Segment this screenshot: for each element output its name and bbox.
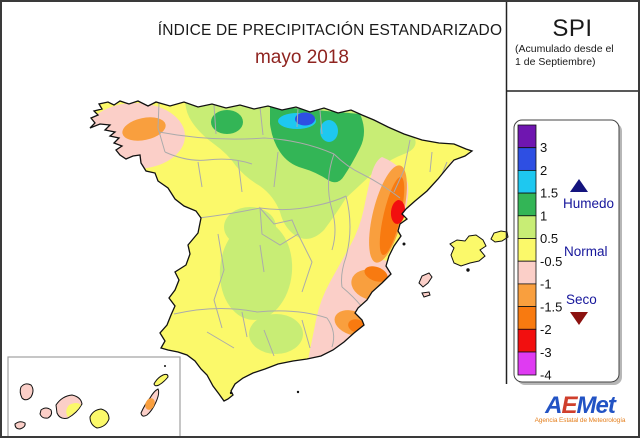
legend-cell [517,147,537,171]
legend-cell [517,169,537,194]
legend-cell [517,283,537,307]
legend-tick: -2 [540,322,552,337]
province-borders [157,102,448,357]
aemet-logo-tagline: Agencia Estatal de Meteorología [534,417,626,425]
region-center-lightgreen-3 [224,207,276,247]
region-basque-blue-core [295,112,315,126]
islet-alboran [296,390,300,394]
legend-tick: 2 [540,163,547,178]
logo-letter-a: A [545,392,562,419]
legend-tick: -4 [540,368,552,383]
island-la-gomera [39,407,53,419]
legend-cell [517,192,537,217]
region-alicante-darkorange [364,266,388,282]
spi-note-line2: 1 de Septiembre) [515,56,596,69]
spi-note-line1: (Acumulado desde el [515,43,614,55]
legend-cell [517,306,537,330]
legend-cell [517,238,537,262]
legend-tick: 3 [540,140,547,155]
legend: 3 2 1.5 1 0.5 -0.5 -1 -1.5 -2 -3 -4 Hume… [513,119,622,385]
region-girona-pink-spot [449,159,467,173]
map-date-subtitle: mayo 2018 [254,47,349,68]
legend-tick-labels: 3 2 1.5 1 0.5 -0.5 -1 -1.5 -2 -3 -4 [540,140,562,382]
island-gran-canaria [89,408,110,429]
island-fuerteventura-orange [145,398,155,410]
canary-inset-frame [7,356,181,436]
region-murcia-yellow-dot [361,302,369,310]
page-title: ÍNDICE DE PRECIPITACIÓN ESTANDARIZADO [157,22,503,39]
legend-box [513,119,620,383]
dry-down-triangle-icon [570,312,588,325]
region-castellon-red-spot [390,200,406,224]
legend-normal-label: Normal [564,244,608,259]
legend-tick: 1 [540,208,547,223]
aemet-logo: AEMet Agencia Estatal de Meteorología [529,392,631,425]
region-galicia-orange-blob [122,117,166,141]
spi-index-box: SPI (Acumulado desde el 1 de Septiembre) [507,2,638,89]
legend-color-bar [517,124,537,376]
island-tenerife-yellow-part [66,403,81,417]
legend-cell [517,124,537,149]
legend-tick: 0.5 [540,231,558,246]
legend-cell [517,215,537,239]
islet-columbretes [402,242,406,246]
legend-tick: -3 [540,345,552,360]
spain-coastline [89,100,474,402]
region-basque-cyan-east [320,120,338,142]
region-center-lightgreen-1 [219,220,293,320]
island-el-hierro [14,421,26,430]
island-mallorca [449,234,487,267]
legend-humid-label: Humedo [563,196,614,211]
island-la-palma [19,383,34,401]
humid-up-triangle-icon [570,179,588,192]
legend-dry-label: Seco [566,292,597,307]
balearic-islands [402,230,509,298]
logo-letters-met: Met [576,392,616,419]
island-menorca [490,230,509,243]
legend-cell [517,260,537,285]
legend-cell [517,328,537,353]
region-center-lightgreen-2 [249,314,303,354]
spi-region-overlays [90,101,467,361]
island-lanzarote [153,373,169,387]
region-asturias-green-blob [211,110,243,134]
islet-gibraltar [229,391,233,395]
canary-islands-inset [7,356,181,436]
legend-tick: -0.5 [540,254,562,269]
legend-tick: -1.5 [540,299,562,314]
legend-cell [517,351,537,376]
aemet-logo-letters: AEMet [529,392,631,419]
island-formentera [421,291,431,298]
islet-cabrera [466,268,470,272]
spi-index-name: SPI [552,15,593,42]
legend-tick: 1.5 [540,186,558,201]
logo-letter-e: E [561,392,577,419]
islet-alegranza [164,365,166,367]
island-ibiza [418,272,433,288]
legend-tick: -1 [540,277,552,292]
